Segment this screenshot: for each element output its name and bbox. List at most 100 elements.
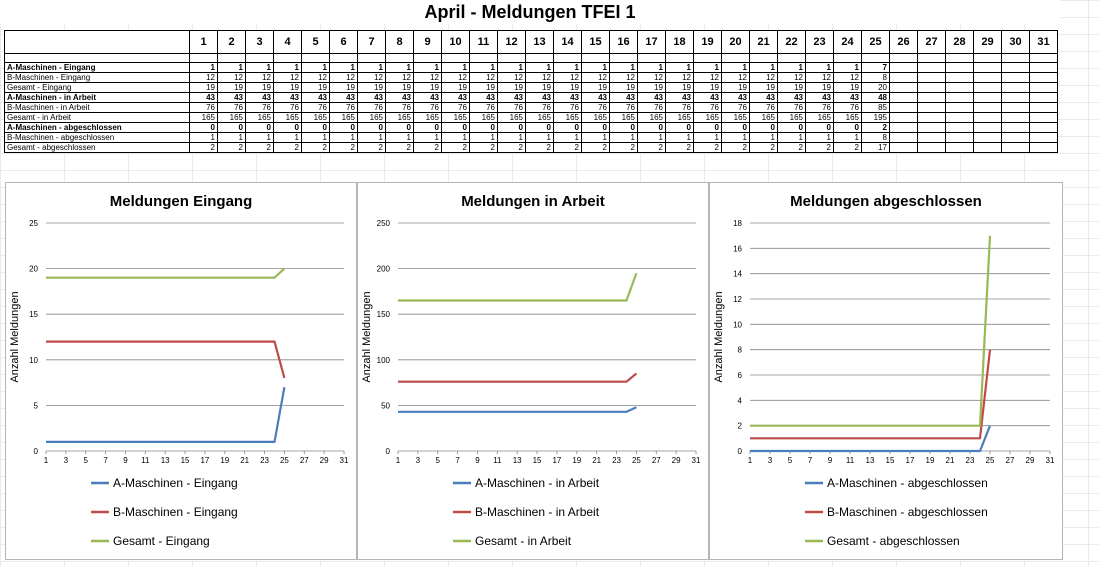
value-cell[interactable]: 0 [721, 122, 750, 133]
value-cell[interactable]: 1 [245, 62, 274, 73]
value-cell[interactable] [973, 132, 1002, 143]
value-cell[interactable]: 1 [329, 62, 358, 73]
value-cell[interactable]: 12 [749, 72, 778, 83]
value-cell[interactable]: 12 [413, 72, 442, 83]
value-cell[interactable]: 43 [777, 92, 806, 103]
value-cell[interactable]: 2 [189, 142, 218, 153]
value-cell[interactable]: 1 [469, 132, 498, 143]
value-cell[interactable]: 2 [273, 142, 302, 153]
value-cell[interactable] [917, 102, 946, 113]
empty-cell[interactable] [497, 53, 526, 63]
value-cell[interactable]: 43 [721, 92, 750, 103]
value-cell[interactable]: 1 [217, 132, 246, 143]
value-cell[interactable]: 2 [413, 142, 442, 153]
value-cell[interactable] [917, 122, 946, 133]
value-cell[interactable]: 1 [833, 132, 862, 143]
value-cell[interactable]: 165 [553, 112, 582, 123]
value-cell[interactable]: 1 [553, 62, 582, 73]
value-cell[interactable] [973, 82, 1002, 93]
value-cell[interactable]: 195 [861, 112, 890, 123]
value-cell[interactable]: 19 [469, 82, 498, 93]
value-cell[interactable]: 76 [273, 102, 302, 113]
value-cell[interactable] [945, 122, 974, 133]
value-cell[interactable] [945, 82, 974, 93]
value-cell[interactable]: 76 [525, 102, 554, 113]
value-cell[interactable]: 1 [749, 62, 778, 73]
value-cell[interactable]: 165 [469, 112, 498, 123]
value-cell[interactable]: 2 [245, 142, 274, 153]
value-cell[interactable]: 12 [469, 72, 498, 83]
value-cell[interactable]: 2 [637, 142, 666, 153]
value-cell[interactable]: 19 [273, 82, 302, 93]
value-cell[interactable]: 1 [385, 132, 414, 143]
day-header-cell[interactable]: 9 [413, 30, 442, 54]
chart-abgeschlossen[interactable]: Meldungen abgeschlossen 0 2 4 6 8 10 12 14 16 18 1 3… [709, 182, 1063, 560]
value-cell[interactable]: 12 [665, 72, 694, 83]
value-cell[interactable]: 43 [609, 92, 638, 103]
value-cell[interactable]: 165 [273, 112, 302, 123]
value-cell[interactable]: 1 [693, 62, 722, 73]
value-cell[interactable]: 0 [777, 122, 806, 133]
empty-cell[interactable] [217, 53, 246, 63]
value-cell[interactable]: 2 [833, 142, 862, 153]
value-cell[interactable] [973, 142, 1002, 153]
value-cell[interactable] [889, 112, 918, 123]
value-cell[interactable]: 0 [357, 122, 386, 133]
value-cell[interactable]: 1 [469, 62, 498, 73]
value-cell[interactable]: 1 [609, 62, 638, 73]
value-cell[interactable] [1001, 92, 1030, 103]
value-cell[interactable]: 1 [749, 132, 778, 143]
value-cell[interactable] [1029, 92, 1058, 103]
value-cell[interactable]: 165 [777, 112, 806, 123]
value-cell[interactable]: 2 [693, 142, 722, 153]
empty-cell[interactable] [665, 53, 694, 63]
chart-in-arbeit[interactable]: Meldungen in Arbeit 0 50 100 150 200 250 1 3 5 7 9 1… [357, 182, 709, 560]
value-cell[interactable]: 165 [245, 112, 274, 123]
value-cell[interactable]: 12 [329, 72, 358, 83]
value-cell[interactable]: 1 [385, 62, 414, 73]
value-cell[interactable] [889, 142, 918, 153]
value-cell[interactable] [973, 102, 1002, 113]
empty-cell[interactable] [805, 53, 834, 63]
value-cell[interactable]: 165 [497, 112, 526, 123]
value-cell[interactable]: 1 [273, 132, 302, 143]
value-cell[interactable]: 165 [721, 112, 750, 123]
value-cell[interactable]: 19 [581, 82, 610, 93]
value-cell[interactable] [973, 62, 1002, 73]
value-cell[interactable]: 19 [777, 82, 806, 93]
value-cell[interactable]: 12 [441, 72, 470, 83]
value-cell[interactable]: 2 [861, 122, 890, 133]
day-header-cell[interactable]: 30 [1001, 30, 1030, 54]
value-cell[interactable]: 1 [581, 132, 610, 143]
value-cell[interactable] [1001, 122, 1030, 133]
value-cell[interactable]: 165 [189, 112, 218, 123]
day-header-cell[interactable]: 15 [581, 30, 610, 54]
day-header-cell[interactable]: 1 [189, 30, 218, 54]
row-label-cell[interactable]: Gesamt - Eingang [4, 82, 190, 93]
value-cell[interactable] [1029, 62, 1058, 73]
value-cell[interactable]: 43 [385, 92, 414, 103]
day-header-cell[interactable]: 2 [217, 30, 246, 54]
value-cell[interactable]: 1 [777, 132, 806, 143]
empty-cell[interactable] [581, 53, 610, 63]
value-cell[interactable]: 0 [581, 122, 610, 133]
value-cell[interactable]: 165 [609, 112, 638, 123]
row-label-cell[interactable]: A-Maschinen - Eingang [4, 62, 190, 73]
value-cell[interactable]: 1 [665, 132, 694, 143]
day-header-cell[interactable]: 6 [329, 30, 358, 54]
value-cell[interactable] [917, 132, 946, 143]
value-cell[interactable]: 19 [833, 82, 862, 93]
value-cell[interactable]: 19 [189, 82, 218, 93]
value-cell[interactable]: 1 [721, 62, 750, 73]
day-header-cell[interactable]: 21 [749, 30, 778, 54]
empty-cell[interactable] [4, 53, 190, 63]
value-cell[interactable]: 1 [189, 62, 218, 73]
empty-cell[interactable] [917, 53, 946, 63]
empty-cell[interactable] [301, 53, 330, 63]
row-label-cell[interactable]: Gesamt - in Arbeit [4, 112, 190, 123]
value-cell[interactable] [1001, 112, 1030, 123]
day-header-cell[interactable]: 31 [1029, 30, 1058, 54]
value-cell[interactable] [917, 62, 946, 73]
value-cell[interactable]: 1 [693, 132, 722, 143]
value-cell[interactable]: 2 [357, 142, 386, 153]
